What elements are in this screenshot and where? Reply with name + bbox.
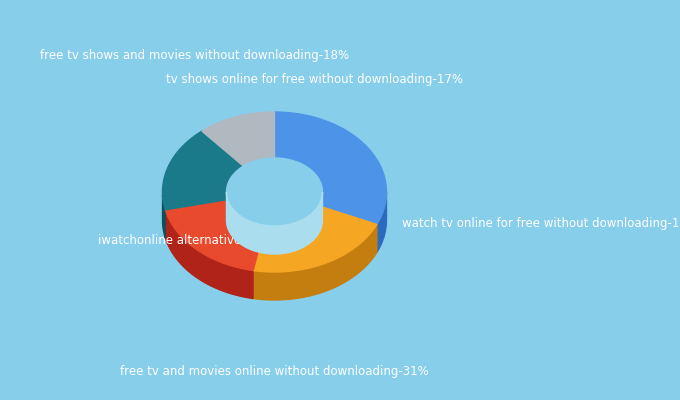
Polygon shape xyxy=(202,112,275,166)
Polygon shape xyxy=(163,131,243,210)
Polygon shape xyxy=(377,192,386,252)
Text: iwatchonline alternative-21%: iwatchonline alternative-21% xyxy=(99,234,272,246)
Polygon shape xyxy=(165,210,253,298)
Text: free tv and movies online without downloading-31%: free tv and movies online without downlo… xyxy=(120,366,429,378)
Polygon shape xyxy=(226,192,322,254)
Polygon shape xyxy=(253,224,377,300)
Text: watch tv online for free without downloading-11%: watch tv online for free without downloa… xyxy=(403,218,680,230)
Polygon shape xyxy=(165,200,265,270)
Text: tv shows online for free without downloading-17%: tv shows online for free without downloa… xyxy=(166,74,463,86)
Text: free tv shows and movies without downloading-18%: free tv shows and movies without downloa… xyxy=(40,50,349,62)
Polygon shape xyxy=(253,206,377,272)
Polygon shape xyxy=(226,158,322,226)
Polygon shape xyxy=(163,195,165,238)
Polygon shape xyxy=(275,112,386,224)
